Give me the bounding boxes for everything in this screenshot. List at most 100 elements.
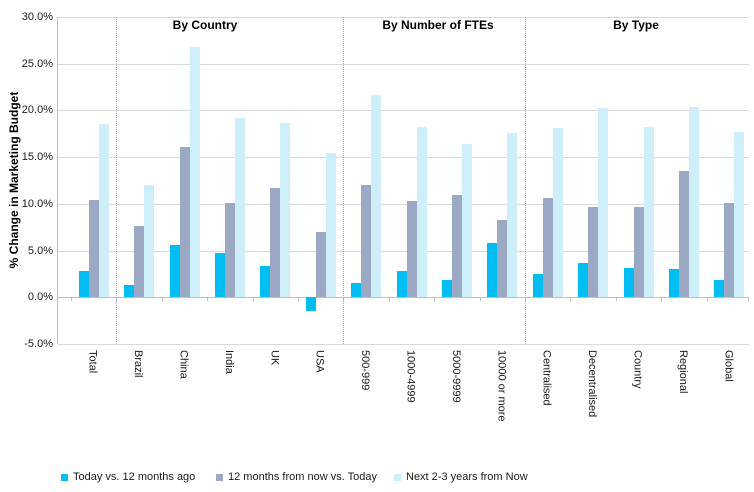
bar: [487, 243, 498, 298]
category-label: 10000 or more: [495, 350, 508, 422]
bar: [305, 297, 316, 312]
category-label: Global: [722, 350, 735, 382]
category-label: 5000-9999: [449, 350, 462, 403]
y-axis-tick-labels: 30.0% 25.0% 20.0% 15.0% 10.0% 5.0% 0.0% -5.0%: [0, 11, 53, 350]
legend-item: 12 months from now vs. Today: [216, 471, 377, 483]
category-label: Centralised: [540, 350, 553, 406]
legend-label: Today vs. 12 months ago: [73, 471, 196, 483]
bar: [280, 122, 291, 298]
legend-item: Today vs. 12 months ago: [61, 471, 195, 483]
bar: [668, 269, 679, 298]
bar: [578, 262, 589, 298]
category-tick: [661, 297, 663, 302]
legend-swatch: [216, 473, 223, 481]
bar: [542, 198, 553, 298]
bar: [361, 185, 372, 298]
category-tick: [748, 297, 749, 302]
category-tick: [615, 297, 617, 302]
gridline: [58, 17, 749, 18]
bar: [214, 253, 225, 298]
category-tick: [479, 297, 481, 302]
bar: [441, 279, 452, 298]
bar: [406, 201, 417, 298]
legend-swatch: [61, 473, 68, 481]
y-tick-label: 20.0%: [21, 104, 53, 117]
bar: [260, 265, 271, 298]
y-tick-label: 0.0%: [27, 291, 53, 304]
bar: [124, 285, 135, 298]
bar: [623, 268, 634, 298]
y-tick-label: 30.0%: [21, 11, 53, 23]
section-divider: [343, 17, 344, 344]
bar: [325, 153, 336, 298]
category-label: 500-999: [359, 350, 372, 391]
bar: [734, 131, 745, 298]
category-label: 1000-4999: [404, 350, 417, 403]
bar: [98, 124, 109, 298]
category-label: India: [222, 350, 235, 374]
gridline: [58, 157, 749, 159]
bar: [552, 128, 563, 298]
gridline: [58, 63, 749, 65]
gridline: [58, 110, 749, 112]
gridline: [58, 203, 749, 205]
category-tick: [298, 297, 299, 302]
category-label: Decentralised: [586, 350, 599, 418]
bar: [179, 146, 190, 298]
section-title: By Number of FTEs: [382, 18, 494, 32]
bar: [598, 107, 609, 298]
category-label: Country: [631, 350, 644, 389]
bar: [78, 271, 89, 298]
category-tick: [71, 297, 72, 302]
bar: [497, 219, 508, 298]
bar: [678, 171, 689, 298]
category-tick: [706, 297, 708, 302]
legend-label: Next 2-3 years from Now: [406, 471, 528, 483]
bar: [714, 280, 725, 298]
bar: [633, 206, 644, 298]
y-tick-label: -5.0%: [24, 338, 53, 350]
bar: [351, 283, 362, 298]
bar: [224, 202, 235, 298]
y-tick-label: 25.0%: [21, 57, 53, 70]
bar: [134, 226, 145, 298]
category-tick: [161, 297, 163, 302]
bar: [144, 185, 155, 298]
category-tick: [207, 297, 209, 302]
bar: [461, 144, 472, 298]
legend-label: 12 months from now vs. Today: [228, 471, 377, 483]
bar: [416, 127, 427, 298]
gridline: [58, 250, 749, 252]
category-tick: [388, 297, 390, 302]
bar: [189, 46, 200, 298]
bar: [270, 187, 281, 298]
bar: [507, 132, 518, 298]
category-label: China: [177, 350, 190, 379]
legend: Today vs. 12 months ago 12 months from no…: [0, 471, 754, 487]
y-tick-label: 15.0%: [21, 151, 53, 164]
bar: [724, 202, 735, 298]
legend-swatch: [394, 473, 401, 481]
y-tick-label: 5.0%: [27, 244, 53, 257]
bar: [315, 231, 326, 298]
bar: [371, 94, 382, 298]
category-tick: [252, 297, 254, 302]
category-label: Total: [86, 350, 99, 374]
bar: [169, 244, 180, 298]
y-tick-label: 10.0%: [21, 197, 53, 210]
category-label: Brazil: [132, 350, 145, 378]
legend-item: Next 2-3 years from Now: [394, 471, 528, 483]
x-axis-category-labels: Total Brazil China India UK USA 500-999 1000-49…: [57, 350, 748, 442]
bar: [643, 127, 654, 298]
section-title: By Type: [613, 18, 659, 32]
plot-area: By Country By Number of FTEs By Type: [57, 17, 749, 345]
bar: [451, 195, 462, 298]
category-label: USA: [313, 350, 326, 373]
bar: [88, 200, 99, 298]
section-divider: [116, 17, 117, 344]
category-tick: [434, 297, 436, 302]
bar: [532, 273, 543, 298]
section-title: By Country: [172, 18, 238, 32]
bar: [396, 271, 407, 298]
